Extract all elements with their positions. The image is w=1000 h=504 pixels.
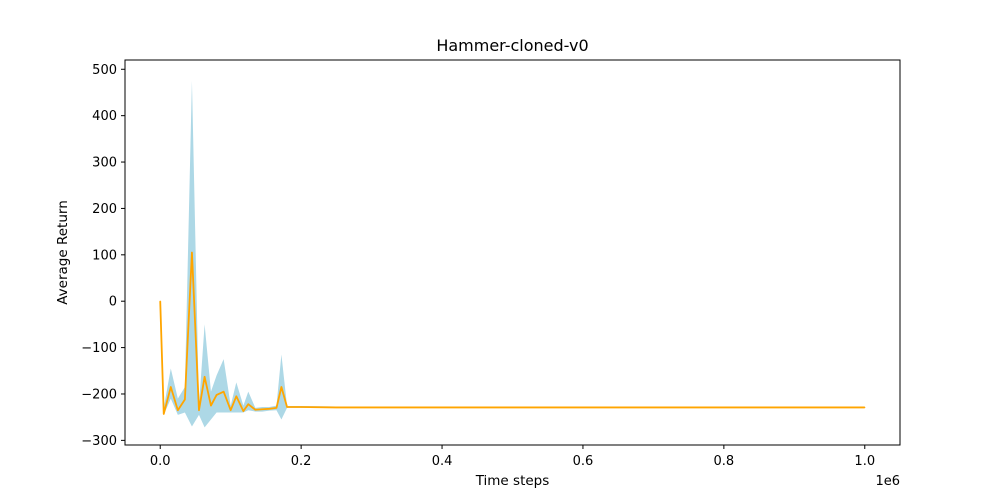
series-point [864, 406, 866, 409]
series-point [688, 406, 690, 409]
series-point [223, 391, 225, 393]
x-tick-label: 0.8 [714, 454, 735, 469]
series-point [163, 413, 165, 415]
series-point [275, 407, 278, 409]
series-point [511, 406, 514, 409]
series-point [441, 406, 443, 409]
series-point [261, 408, 263, 410]
series-point [582, 406, 584, 409]
series-point [547, 406, 549, 409]
line-layer [159, 251, 866, 415]
series-point [268, 408, 271, 410]
y-tick-label: 400 [92, 109, 117, 124]
x-tick-label: 1.0 [854, 454, 875, 469]
series-point [370, 406, 373, 409]
x-axis-ticks: 0.0 0.2 0.4 0.6 0.8 1.0 [150, 445, 875, 469]
series-point [159, 300, 161, 302]
series-point [254, 409, 256, 411]
series-point [198, 409, 200, 411]
series-point [170, 386, 172, 388]
series-point [828, 406, 831, 409]
y-axis-ticks: −300 −200 −100 0 100 200 300 400 500 [81, 63, 125, 449]
series-point [406, 406, 408, 409]
y-tick-label: 300 [92, 156, 117, 171]
y-tick-label: 100 [92, 248, 117, 263]
series-point [335, 406, 337, 409]
series-point [247, 403, 249, 405]
series-point [286, 406, 288, 408]
series-mean-line [159, 251, 865, 415]
series-point [177, 409, 179, 411]
series-confidence-band [160, 80, 865, 428]
series-point [242, 410, 244, 412]
y-tick-label: 500 [92, 63, 117, 78]
series-point [210, 404, 212, 407]
x-tick-label: 0.6 [573, 454, 594, 469]
series-point [652, 406, 655, 409]
y-axis-label: Average Return [55, 200, 71, 305]
series-point [723, 406, 725, 409]
series-point [215, 394, 218, 396]
series-point [793, 406, 795, 409]
y-tick-label: −200 [81, 387, 117, 402]
series-point [191, 251, 193, 254]
series-point [300, 406, 302, 408]
x-axis-label: Time steps [475, 473, 550, 489]
series-point [230, 409, 232, 411]
series-point [476, 406, 478, 409]
x-axis-offset-label: 1e6 [875, 474, 900, 489]
series-point [184, 398, 186, 401]
series-point [204, 376, 206, 378]
y-tick-label: 0 [109, 295, 117, 310]
x-tick-label: 0.2 [291, 454, 312, 469]
series-point [617, 406, 619, 409]
x-tick-label: 0.0 [150, 454, 171, 469]
y-tick-label: −300 [81, 434, 117, 449]
series-point [235, 395, 237, 397]
plot-frame [124, 59, 901, 446]
chart-title: Hammer-cloned-v0 [436, 36, 588, 55]
x-tick-label: 0.4 [432, 454, 453, 469]
series-point [758, 406, 760, 409]
band-layer [160, 80, 865, 428]
y-tick-label: 200 [92, 202, 117, 217]
series-point [280, 386, 283, 388]
y-tick-label: −100 [81, 341, 117, 356]
